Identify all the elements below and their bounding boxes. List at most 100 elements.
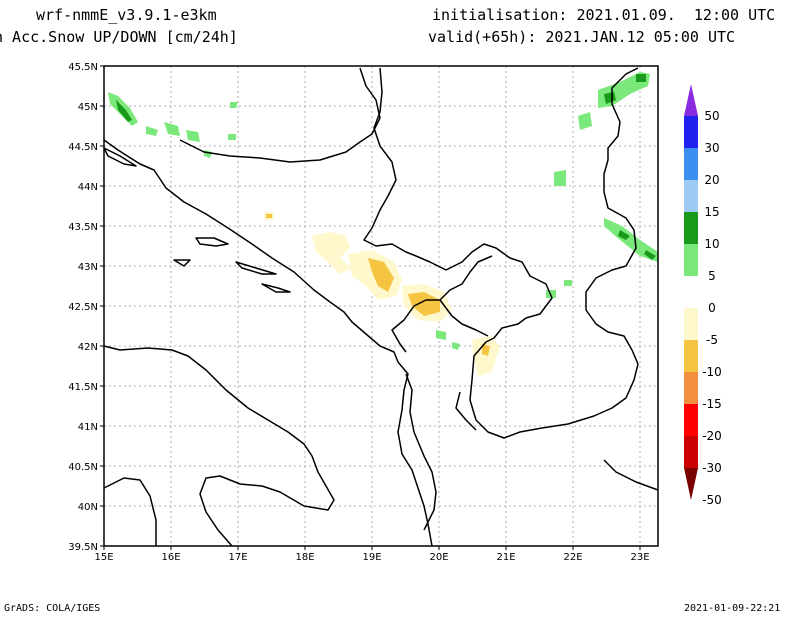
snow-gain-area [452, 342, 460, 350]
colorbar-label: -10 [702, 365, 722, 379]
border [439, 255, 493, 301]
lat-label: 40N [78, 502, 98, 513]
lat-label: 44N [78, 182, 98, 193]
colorbar-label: 50 [704, 109, 719, 123]
island [173, 259, 191, 267]
snow-gain-core [644, 250, 656, 260]
latitude-labels: 45.5N 45N 44.5N 44N 43.5N 43N 42.5N 42N 41.5N 41N… [68, 62, 104, 553]
colorbar-swatch [684, 372, 698, 404]
snow-loss-core [266, 214, 272, 218]
snow-gain-area [230, 102, 238, 108]
colorbar-bottom-arrow [684, 468, 698, 500]
snow-loss-area [472, 336, 500, 376]
lat-label: 43N [78, 262, 98, 273]
border [455, 391, 477, 431]
lat-label: 40.5N [68, 462, 98, 473]
colorbar-top-arrow [684, 84, 698, 116]
colorbar-swatch [684, 276, 698, 308]
valid-time: valid(+65h): 2021.JAN.12 05:00 UTC [428, 28, 736, 46]
lat-label: 45N [78, 102, 98, 113]
border [603, 459, 659, 491]
colorbar-label: 20 [704, 173, 719, 187]
colorbar-swatch [684, 212, 698, 244]
lat-label: 41N [78, 422, 98, 433]
snow-gain-core [116, 100, 132, 122]
colorbar-label: -50 [702, 493, 722, 507]
snow-loss-core [482, 344, 490, 356]
colorbar-swatch [684, 244, 698, 276]
snow-gain-core [604, 92, 616, 104]
colorbar-label: 10 [704, 237, 719, 251]
colorbar-label: 0 [708, 301, 716, 315]
snow-loss-area [312, 232, 352, 274]
lat-label: 41.5N [68, 382, 98, 393]
render-timestamp: 2021-01-09-22:21 [684, 603, 781, 614]
lon-label: 20E [429, 552, 448, 563]
lat-label: 45.5N [68, 62, 98, 73]
source-credit: GrADS: COLA/IGES [4, 603, 101, 614]
snow-gain-area [164, 122, 180, 136]
border [413, 299, 489, 337]
snow-loss-core [368, 258, 394, 292]
island [195, 237, 229, 247]
italy-gulf [103, 477, 157, 546]
variable-title: n Acc.Snow UP/DOWN [cm/24h] [0, 28, 238, 46]
lat-label: 43.5N [68, 222, 98, 233]
colorbar-swatch [684, 436, 698, 468]
lon-label: 18E [295, 552, 314, 563]
snow-gain-core [618, 230, 630, 240]
colorbar-label: -30 [702, 461, 722, 475]
island [103, 147, 137, 167]
lon-label: 19E [362, 552, 381, 563]
border [391, 305, 415, 353]
snow-gain-area [228, 134, 236, 140]
colorbar-swatch [684, 404, 698, 436]
snow-gain-area [436, 330, 446, 340]
coastlines-and-borders [103, 67, 659, 547]
model-title: wrf-nmmE_v3.9.1-e3km [36, 6, 217, 24]
snow-gain-area [204, 150, 212, 158]
snow-loss-core [408, 292, 440, 316]
colorbar-label: 30 [704, 141, 719, 155]
lon-label: 17E [228, 552, 247, 563]
lon-label: 16E [161, 552, 180, 563]
colorbar-label: -15 [702, 397, 722, 411]
lon-label: 21E [496, 552, 515, 563]
snow-gain-area [554, 170, 566, 186]
lat-label: 39.5N [68, 542, 98, 553]
border [405, 373, 437, 531]
snow-gain-core [636, 74, 646, 82]
lat-label: 44.5N [68, 142, 98, 153]
colorbar-swatch [684, 148, 698, 180]
colorbar-swatch [684, 180, 698, 212]
snow-gain-area [604, 218, 658, 262]
border [363, 67, 639, 439]
colorbar-label: 15 [704, 205, 719, 219]
lon-label: 23E [630, 552, 649, 563]
italy-coast [103, 345, 335, 547]
lon-label: 22E [563, 552, 582, 563]
snow-gain-area [146, 126, 158, 136]
lat-label: 42.5N [68, 302, 98, 313]
colorbar-label: -20 [702, 429, 722, 443]
colorbar-swatch [684, 308, 698, 340]
colorbar-swatch [684, 116, 698, 148]
graticule [104, 66, 658, 546]
lon-label: 15E [94, 552, 113, 563]
lat-label: 42N [78, 342, 98, 353]
snow-gain-area [564, 280, 572, 286]
colorbar-label: -5 [706, 333, 718, 347]
longitude-labels: 15E 16E 17E 18E 19E 20E 21E 22E 23E [94, 546, 650, 563]
snow-gain-area [578, 112, 592, 130]
border [179, 67, 381, 163]
snow-change-field [108, 72, 658, 376]
adriatic-coast [103, 139, 433, 547]
island [261, 283, 291, 293]
colorbar-swatch [684, 340, 698, 372]
colorbar-label: 5 [708, 269, 716, 283]
initialisation-time: initialisation: 2021.01.09. 12:00 UTC [432, 6, 776, 24]
snow-gain-area [186, 130, 200, 142]
island [235, 261, 277, 275]
